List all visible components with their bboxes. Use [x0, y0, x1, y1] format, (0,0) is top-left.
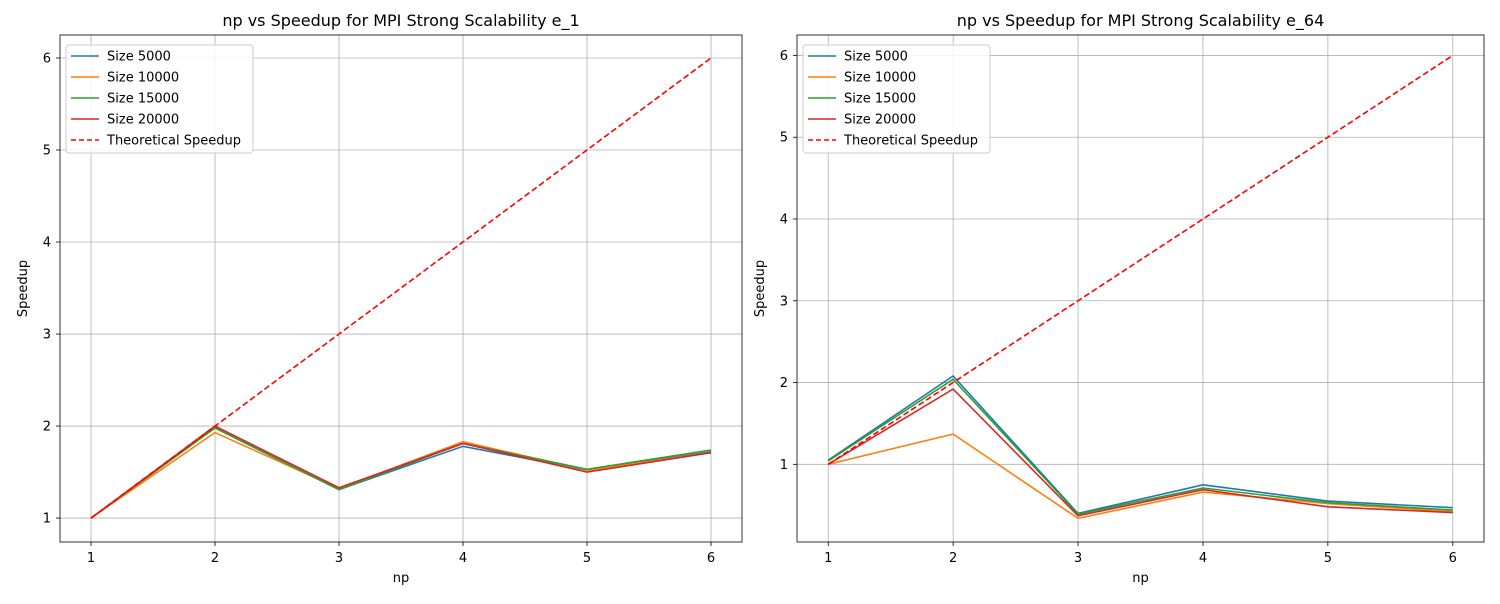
legend-label: Theoretical Speedup: [106, 134, 241, 149]
series-layer-e1: [90, 57, 712, 519]
legend-label: Size 15000: [107, 92, 179, 107]
y-tick-label: 5: [43, 144, 51, 159]
y-tick-label: 6: [780, 49, 788, 64]
series-line-theoretical-speedup: [90, 57, 712, 519]
y-tick-label: 2: [43, 420, 51, 435]
x-axis-label-e1: np: [393, 571, 410, 586]
x-axis-label-e64: np: [1132, 571, 1149, 586]
chart-title-e1: np vs Speedup for MPI Strong Scalability…: [222, 11, 579, 31]
y-tick-label: 4: [780, 212, 788, 227]
series-line-size-10000: [828, 433, 1453, 520]
plot-frame-e1: [59, 34, 743, 543]
x-tick-label: 2: [949, 551, 957, 566]
y-tick-label: 3: [43, 328, 51, 343]
series-line-size-5000: [90, 426, 712, 519]
x-tick-label: 4: [459, 551, 467, 566]
y-tick-label: 5: [780, 131, 788, 146]
x-tick-label: 5: [583, 551, 591, 566]
legend-label: Size 15000: [844, 92, 916, 107]
series-layer-e64: [827, 54, 1454, 520]
legend-e64: Size 5000 Size 10000 Size 15000 Size 20000 T…: [802, 44, 991, 154]
legend-e1: Size 5000 Size 10000 Size 15000 Size 20000 T…: [65, 44, 254, 154]
legend-label: Size 5000: [107, 50, 171, 65]
y-tick-label: 4: [43, 236, 51, 251]
x-tick-label: 3: [1074, 551, 1082, 566]
series-line-size-20000: [827, 388, 1453, 517]
series-line-size-15000: [90, 426, 712, 519]
x-tick-label: 5: [1324, 551, 1332, 566]
x-tick-label: 4: [1199, 551, 1207, 566]
x-tick-label: 6: [707, 551, 715, 566]
y-axis-label-e1: Speedup: [16, 260, 31, 317]
legend-label: Size 20000: [844, 113, 916, 128]
series-line-size-20000: [90, 425, 712, 519]
legend-label: Size 10000: [107, 71, 179, 86]
x-tick-label: 2: [211, 551, 219, 566]
plot-frame-e64: [796, 34, 1485, 543]
y-tick-label: 3: [780, 294, 788, 309]
ticks-e1: 1 2 3 4 5 6 1 2 3 4 5 6: [43, 52, 715, 566]
series-line-size-5000: [827, 374, 1453, 515]
series-line-theoretical-speedup: [827, 54, 1454, 465]
ticks-e64: 1 2 3 4 5 6 1 2 3 4 5 6: [780, 49, 1457, 566]
x-tick-label: 1: [824, 551, 832, 566]
grid-e64: [797, 35, 1484, 542]
y-axis-label-e64: Speedup: [753, 260, 768, 317]
chart-title-e64: np vs Speedup for MPI Strong Scalability…: [957, 11, 1325, 31]
y-tick-label: 6: [43, 52, 51, 67]
legend-box: [65, 44, 254, 154]
chart-e1: 1 2 3 4 5 6 1 2 3 4 5 6 np vs Speedup for MPI Stron…: [16, 11, 743, 586]
legend-label: Theoretical Speedup: [843, 134, 978, 149]
legend-label: Size 10000: [844, 71, 916, 86]
x-tick-label: 6: [1449, 551, 1457, 566]
x-tick-label: 3: [335, 551, 343, 566]
y-tick-label: 1: [780, 458, 788, 473]
y-tick-label: 2: [780, 376, 788, 391]
legend-label: Size 20000: [107, 113, 179, 128]
series-line-size-10000: [90, 431, 712, 519]
legend-box: [802, 44, 991, 154]
chart-e64: 1 2 3 4 5 6 1 2 3 4 5 6 np vs Speedup for MPI Stron…: [753, 11, 1485, 586]
series-line-size-15000: [827, 378, 1453, 516]
x-tick-label: 1: [87, 551, 95, 566]
legend-label: Size 5000: [844, 50, 908, 65]
y-tick-label: 1: [43, 512, 51, 527]
